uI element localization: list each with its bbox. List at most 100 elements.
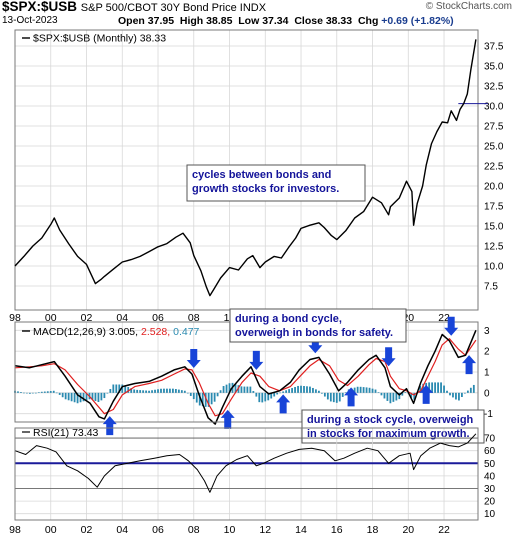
price-ytick-label: 27.5 <box>484 122 504 133</box>
macd-histogram-bar <box>130 388 133 393</box>
macd-histogram-bar <box>97 392 100 402</box>
bond-cycle-down-arrow <box>381 347 396 367</box>
macd-histogram-bar <box>326 392 329 400</box>
stock-cycle-up-arrow <box>220 409 235 429</box>
macd-histogram-bar <box>243 386 246 393</box>
rsi-line <box>14 433 477 493</box>
macd-histogram-bar <box>40 391 43 393</box>
rsi-axis-xtick-label: 04 <box>116 524 128 536</box>
chart-description: S&P 500/CBOT 30Y Bond Price INDX <box>80 2 267 14</box>
rsi-ytick-label: 40 <box>484 471 496 482</box>
macd-histogram-bar <box>174 389 177 393</box>
macd-histogram-bar <box>282 391 285 393</box>
macd-histogram-bar <box>419 385 422 393</box>
macd-histogram-bar <box>177 389 180 393</box>
macd-ytick-label: 0 <box>484 388 490 399</box>
macd-histogram-bar <box>469 387 472 393</box>
rsi-axis-xtick-label: 00 <box>45 524 57 536</box>
stock-cycle-up-arrow <box>419 384 434 404</box>
macd-histogram-bar <box>264 392 267 402</box>
close-value: 38.33 <box>325 15 353 27</box>
rsi-ytick-label: 30 <box>484 484 496 495</box>
chart-header: $SPX:$USB S&P 500/CBOT 30Y Bond Price IN… <box>0 0 520 30</box>
price-ytick-label: 35.0 <box>484 62 504 73</box>
macd-histogram-bar <box>76 392 79 404</box>
macd-histogram-bar <box>195 392 198 403</box>
macd-histogram-bar <box>463 392 466 394</box>
bond-cycle-note-box <box>229 308 407 343</box>
macd-histogram-bar <box>49 391 52 393</box>
price-axis-xtick-label: 04 <box>116 312 128 324</box>
macd-histogram-bar <box>252 391 255 393</box>
macd-histogram-bar <box>160 388 162 393</box>
macd-histogram-bar <box>118 384 121 393</box>
macd-histogram-bar <box>154 389 156 393</box>
rsi-ytick-label: 50 <box>484 459 496 470</box>
chart-symbol: $SPX:$USB S&P 500/CBOT 30Y Bond Price IN… <box>2 0 267 14</box>
price-ytick-label: 30.0 <box>484 102 504 113</box>
rsi-panel-frame <box>14 427 479 521</box>
macd-histogram-bar <box>133 389 136 393</box>
bond-stock-cycle-note: cycles between bonds and growth stocks fo… <box>186 164 366 202</box>
macd-histogram-bar <box>204 392 207 407</box>
macd-histogram-bar <box>371 388 374 393</box>
macd-histogram-bar <box>17 391 19 393</box>
price-ytick-label: 22.5 <box>484 162 504 173</box>
macd-histogram-bar <box>428 382 431 393</box>
macd-histogram-bar <box>210 392 213 405</box>
macd-histogram-bar <box>52 390 55 393</box>
macd-histogram-bar <box>279 392 282 394</box>
macd-histogram-bar <box>23 392 25 394</box>
macd-histogram-bar <box>103 392 106 399</box>
bond-stock-cycle-note-line: cycles between bonds and <box>192 169 331 181</box>
macd-histogram-bar <box>461 392 463 397</box>
macd-histogram-bar <box>258 392 261 403</box>
macd-histogram-bar <box>389 392 392 404</box>
macd-histogram-bar <box>276 392 279 395</box>
rsi-axis-xtick-label: 18 <box>367 524 379 536</box>
macd-histogram-bar <box>386 392 389 401</box>
rsi-axis-xtick-label: 08 <box>188 524 200 536</box>
macd-histogram-bar <box>124 385 127 393</box>
rsi-ytick-label: 70 <box>484 434 496 445</box>
stock-cycle-up-arrow <box>462 355 477 375</box>
price-ytick-label: 12.5 <box>484 242 504 253</box>
macd-histogram-bar <box>136 389 139 393</box>
macd-histogram-bar <box>306 386 308 393</box>
macd-histogram-bar <box>207 392 210 407</box>
macd-histogram-bar <box>148 390 150 393</box>
macd-histogram-bar <box>404 392 407 393</box>
macd-histogram-bar <box>332 392 335 403</box>
macd-histogram-bar <box>317 390 320 393</box>
rsi-axis-xtick-label: 16 <box>331 524 343 536</box>
rsi-ytick-label: 10 <box>484 509 496 520</box>
macd-histogram-bar <box>183 390 186 393</box>
macd-ytick-label: 3 <box>484 326 490 337</box>
macd-histogram-bar <box>449 392 451 396</box>
price-ytick-label: 32.5 <box>484 82 504 93</box>
bond-cycle-note-line: during a bond cycle, <box>235 313 342 325</box>
macd-histogram-bar <box>219 390 222 393</box>
macd-histogram-bar <box>142 390 145 393</box>
macd-histogram-bar <box>413 392 416 400</box>
macd-histogram-bar <box>94 392 97 401</box>
macd-histogram-bar <box>31 392 34 394</box>
macd-histogram-bar <box>315 389 317 393</box>
macd-histogram-bar <box>61 392 64 398</box>
macd-histogram-bar <box>157 389 159 393</box>
chart-date: 13-Oct-2023 <box>2 15 58 26</box>
macd-histogram-bar <box>437 382 439 393</box>
price-ytick-label: 17.5 <box>484 202 504 213</box>
macd-histogram-bar <box>28 392 31 394</box>
macd-histogram-bar <box>166 388 168 393</box>
macd-histogram-legend-value: 0.477 <box>173 326 199 338</box>
high-value: 38.85 <box>206 15 233 27</box>
macd-histogram-bar <box>297 385 299 393</box>
stock-cycle-note: during a stock cycle, overweigh in stocks… <box>301 409 485 444</box>
macd-histogram-bar <box>246 386 249 393</box>
macd-signal-legend-value: 2.528, <box>141 326 173 338</box>
stock-cycle-up-arrow <box>102 416 117 436</box>
macd-histogram-bar <box>443 385 445 393</box>
price-axis-xtick-label: 06 <box>152 312 164 324</box>
